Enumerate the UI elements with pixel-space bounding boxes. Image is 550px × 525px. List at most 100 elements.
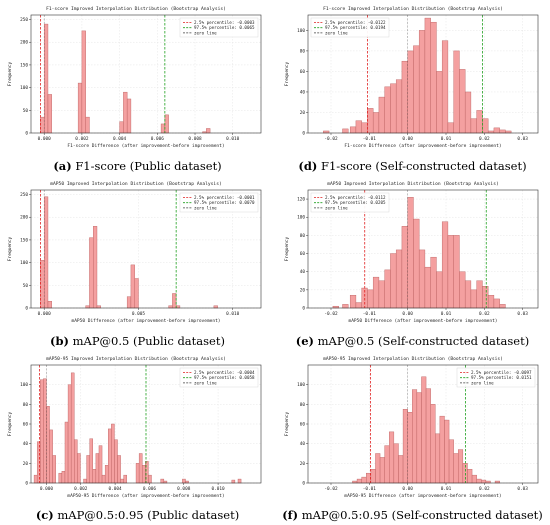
chart-title: mAP50-95 Improved Interpolation Distribu… [46, 356, 226, 362]
x-tick-label: 0.00 [402, 486, 413, 492]
plot-frame [307, 189, 539, 309]
histogram-bar [390, 83, 397, 134]
y-tick-label: 200 [20, 215, 28, 221]
histogram-bar [182, 478, 186, 484]
legend-entry: 2.5% percentile: -0.0097 [471, 370, 532, 375]
y-tick-label: 0 [25, 131, 28, 137]
histogram-bar [448, 439, 454, 484]
histogram-bar [95, 453, 100, 484]
x-axis-label: mAP50-95 Difference (after improvement-b… [344, 493, 501, 499]
histogram-bar [323, 130, 330, 134]
histogram-bar [481, 479, 487, 484]
histogram-bar [395, 79, 403, 134]
histogram-bar [487, 295, 495, 309]
histogram-bar [384, 269, 391, 309]
x-tick-label: 0.03 [517, 311, 528, 317]
histogram-bar [378, 96, 385, 134]
caption-b: (b) mAP@0.5 (Public dataset) [0, 334, 275, 348]
histogram-bar [164, 114, 169, 134]
legend-box [310, 17, 390, 38]
histogram-bar [384, 86, 391, 134]
histogram-bar [134, 278, 139, 309]
histogram-bar [85, 305, 90, 309]
chart-title: mAP50 Improved Interpolation Distributio… [50, 181, 221, 187]
legend-box [310, 192, 390, 213]
legend-entry: 2.5% percentile: -0.0001 [194, 195, 255, 200]
histogram-bar [367, 108, 374, 134]
histogram-bar [85, 116, 90, 134]
histogram-bar [370, 469, 376, 484]
y-tick-label: 60 [300, 69, 306, 75]
histogram-bar [92, 469, 97, 484]
histogram-bar [148, 474, 152, 484]
caption-text: F1-score (Public dataset) [75, 159, 222, 173]
histogram-bar [67, 384, 72, 484]
histogram-bar [421, 376, 427, 484]
chart-title: F1-score Improved Interpolation Distribu… [323, 6, 503, 12]
x-tick-label: -0.02 [324, 486, 338, 492]
histogram-bar [464, 91, 472, 134]
y-tick-label: 80 [300, 48, 306, 54]
histogram-bar [424, 266, 431, 309]
histogram-bar [342, 128, 349, 134]
y-tick-label: 0 [302, 306, 305, 312]
histogram-bar [430, 404, 436, 484]
histogram-bar [372, 276, 380, 309]
histogram-bar [52, 455, 56, 484]
histogram-bar [119, 121, 124, 134]
histogram-bar [459, 271, 466, 309]
histogram-bar [412, 389, 418, 484]
plot-frame [307, 14, 539, 134]
legend-entry: 2.5% percentile: -0.0122 [325, 20, 386, 25]
histogram-bar [487, 130, 495, 134]
x-tick-label: 0.010 [226, 136, 240, 142]
histogram-bar [459, 69, 466, 134]
caption-c: (c) mAP@0.5:0.95 (Public dataset) [0, 508, 275, 522]
x-tick-label: -0.02 [324, 311, 338, 317]
caption-a: (a) F1-score (Public dataset) [0, 159, 275, 173]
histogram-bar [401, 60, 408, 134]
histogram-bar [464, 280, 472, 309]
y-tick-label: 100 [297, 215, 305, 221]
x-tick-label: 0.006 [151, 136, 165, 142]
histogram-bar [425, 388, 431, 484]
histogram-bar [407, 412, 413, 484]
histogram-bar [104, 465, 109, 484]
chart-panel-d: F1-score Improved Interpolation Distribu… [284, 6, 539, 149]
chart-title: mAP50 Improved Interpolation Distributio… [327, 181, 498, 187]
legend-box [179, 367, 259, 388]
x-axis-label: mAP50-95 Difference (after improvement-b… [67, 493, 224, 499]
y-tick-label: 60 [300, 251, 306, 257]
histogram-bar [398, 455, 404, 484]
legend-entry: 2.5% percentile: -0.0003 [194, 20, 255, 25]
histogram-bar [349, 295, 357, 309]
x-tick-label: -0.01 [363, 311, 377, 317]
y-tick-label: 200 [20, 40, 28, 46]
x-tick-label: 0.008 [177, 486, 191, 492]
histogram-bar [476, 478, 482, 484]
x-tick-label: 0.00 [402, 311, 413, 317]
histogram-bar [114, 439, 118, 484]
histogram-bar [93, 226, 98, 309]
histogram-bar [407, 197, 414, 309]
chart-panel-f: mAP50-95 Improved Interpolation Distribu… [284, 356, 539, 499]
histogram-bar [453, 453, 459, 484]
y-tick-label: 250 [20, 192, 28, 198]
legend-entry: 2.5% percentile: -0.0004 [194, 370, 255, 375]
histogram-bar [393, 443, 399, 484]
histogram-bar [453, 50, 460, 134]
chart-panel-c: mAP50-95 Improved Interpolation Distribu… [7, 356, 262, 499]
histogram-bar [493, 127, 500, 134]
y-tick-label: 40 [300, 269, 306, 275]
x-tick-label: 0.006 [143, 486, 157, 492]
histogram-bar [120, 478, 124, 484]
histogram-bar [482, 286, 489, 309]
histogram-bar [441, 221, 449, 309]
y-tick-label: 80 [300, 402, 306, 408]
x-axis-label: F1-score Difference (after improvement-b… [67, 143, 224, 149]
x-axis-label: F1-score Difference (after improvement-b… [344, 143, 501, 149]
y-tick-label: 100 [20, 260, 28, 266]
histogram-bar [70, 372, 75, 484]
x-tick-label: 0.000 [40, 486, 54, 492]
